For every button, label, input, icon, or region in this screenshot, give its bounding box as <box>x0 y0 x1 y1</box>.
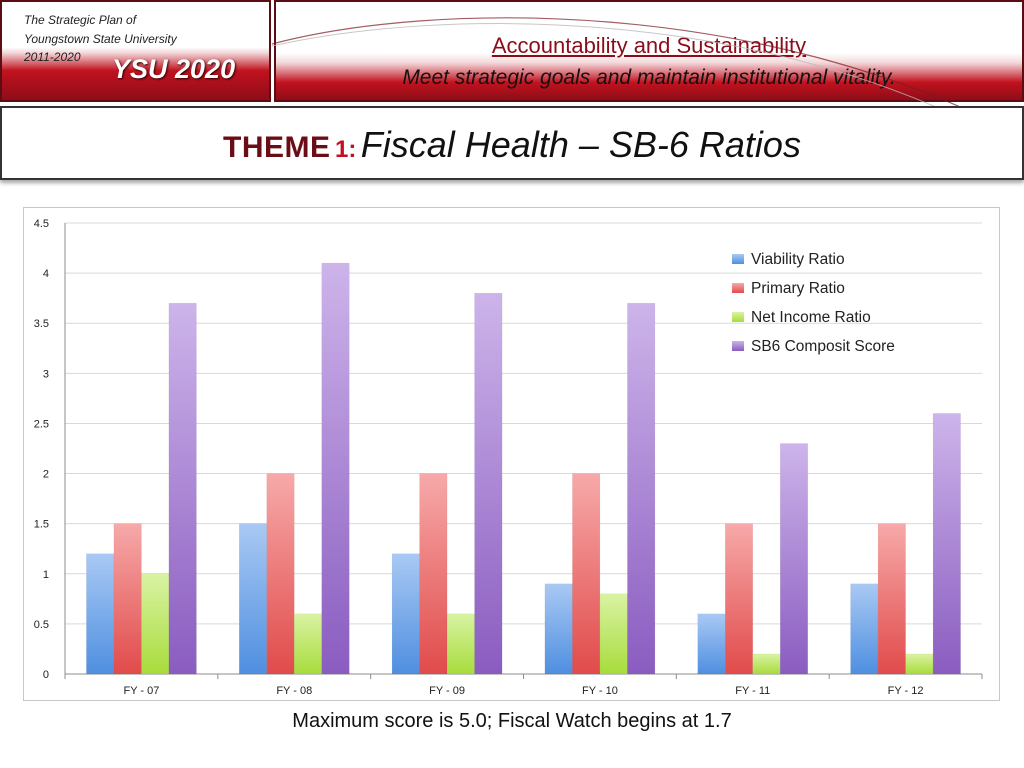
bar-sb6-composit-score <box>627 302 656 675</box>
y-tick-label: 4.5 <box>34 218 49 230</box>
legend-label: Primary Ratio <box>751 280 845 297</box>
bar-sb6-composit-score <box>321 262 350 675</box>
y-tick-label: 2.5 <box>34 418 49 430</box>
x-tick-label: FY - 07 <box>123 685 159 697</box>
legend-swatch <box>732 341 744 351</box>
bar-sb6-composit-score <box>168 302 197 675</box>
bar-viability-ratio <box>544 583 573 675</box>
bar-primary-ratio <box>877 523 906 675</box>
plan-line-2: Youngstown State University <box>24 32 177 46</box>
bar-sb6-composit-score <box>780 443 808 675</box>
bar-primary-ratio <box>572 473 601 675</box>
theme-title: Fiscal Health – SB-6 Ratios <box>360 124 801 165</box>
y-tick-label: 1.5 <box>34 519 49 531</box>
bar-sb6-composit-score <box>474 292 503 675</box>
y-tick-label: 3 <box>43 368 49 380</box>
bar-sb6-composit-score <box>932 413 961 675</box>
bar-net-income-ratio <box>141 573 170 675</box>
motto-box: Accountability and Sustainability Meet s… <box>274 0 1024 102</box>
bar-viability-ratio <box>239 523 267 675</box>
bar-primary-ratio <box>419 473 448 675</box>
legend-swatch <box>732 254 744 264</box>
y-tick-label: 3.5 <box>34 318 49 330</box>
bar-net-income-ratio <box>294 613 322 675</box>
y-tick-label: 0.5 <box>34 619 49 631</box>
bar-primary-ratio <box>725 523 753 675</box>
bar-net-income-ratio <box>446 613 475 675</box>
theme-number: 1: <box>334 136 357 163</box>
brand-title: YSU 2020 <box>112 54 236 84</box>
theme-banner: THEME 1: Fiscal Health – SB-6 Ratios <box>0 106 1024 180</box>
y-tick-label: 4 <box>43 268 49 280</box>
legend-label: Viability Ratio <box>751 251 845 268</box>
bar-net-income-ratio <box>599 593 628 675</box>
legend-swatch <box>732 312 744 322</box>
bar-viability-ratio <box>391 553 420 675</box>
plan-line-3: 2011-2020 <box>24 50 81 64</box>
legend-swatch <box>732 283 744 293</box>
plan-brand-box: The Strategic Plan of Youngstown State U… <box>0 0 271 102</box>
y-tick-label: 0 <box>43 669 49 681</box>
legend-label: Net Income Ratio <box>751 309 871 326</box>
x-tick-label: FY - 12 <box>888 685 924 697</box>
bar-chart: 0 0.5 1 1.5 2 2.5 3 3.5 4 4.5 FY - 07 FY - 08 FY - 0… <box>34 218 983 697</box>
chart-frame: 0 0.5 1 1.5 2 2.5 3 3.5 4 4.5 FY - 07 FY - 08 FY - 0… <box>23 207 1000 701</box>
bar-net-income-ratio <box>752 653 781 675</box>
bar-viability-ratio <box>86 553 115 675</box>
bar-net-income-ratio <box>905 653 934 675</box>
bar-viability-ratio <box>697 613 726 675</box>
plan-line-1: The Strategic Plan of <box>24 13 137 27</box>
x-tick-label: FY - 09 <box>429 685 465 697</box>
x-tick-label: FY - 08 <box>276 685 312 697</box>
bar-primary-ratio <box>113 523 142 675</box>
bar-viability-ratio <box>850 583 879 675</box>
motto-title: Accountability and Sustainability <box>491 33 807 58</box>
motto-subtitle: Meet strategic goals and maintain instit… <box>402 66 896 89</box>
bar-primary-ratio <box>266 473 295 675</box>
legend-label: SB6 Composit Score <box>751 338 895 355</box>
x-tick-label: FY - 11 <box>735 685 770 697</box>
theme-word: THEME <box>223 131 331 164</box>
chart-caption: Maximum score is 5.0; Fiscal Watch begin… <box>292 710 732 732</box>
y-tick-label: 2 <box>43 469 49 481</box>
y-tick-label: 1 <box>43 569 49 581</box>
x-tick-label: FY - 10 <box>582 685 618 697</box>
theme-heading: THEME 1: Fiscal Health – SB-6 Ratios <box>2 124 1022 166</box>
